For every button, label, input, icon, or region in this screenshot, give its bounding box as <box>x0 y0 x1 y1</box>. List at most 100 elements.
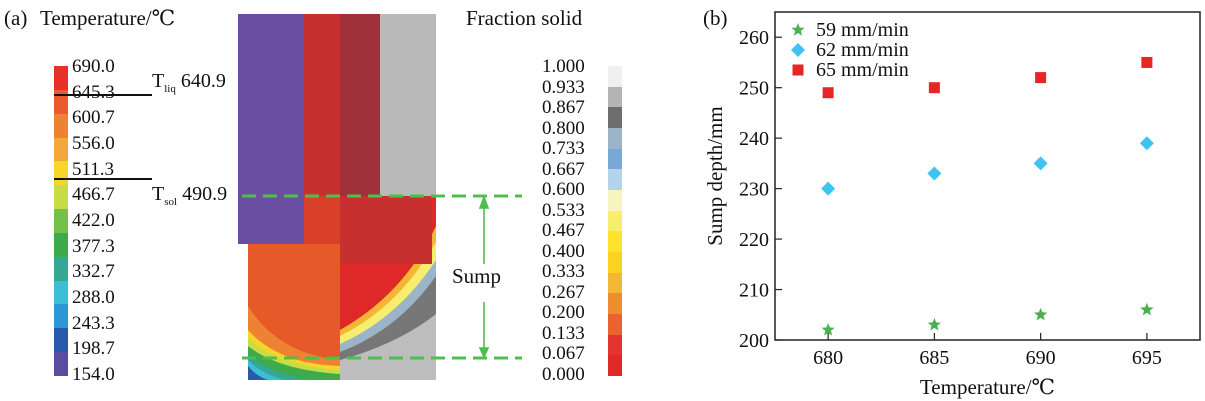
legend-marker-square <box>792 64 804 76</box>
temperature-tick-label: 377.3 <box>72 235 115 257</box>
plot-frame <box>774 11 1201 341</box>
y-tick-label: 240 <box>739 128 769 150</box>
temperature-tick-label: 600.7 <box>72 107 115 129</box>
data-point-diamond <box>821 181 836 196</box>
temperature-tick-label: 422.0 <box>72 210 115 231</box>
y-tick-label: 220 <box>739 229 769 251</box>
temperature-colorbar-swatch <box>54 209 68 234</box>
fraction-colorbar-swatch <box>608 334 622 356</box>
temperature-colorbar-swatch <box>54 352 68 377</box>
legend-entry-label: 62 mm/min <box>816 39 909 61</box>
temperature-colorbar-swatch <box>54 232 68 257</box>
fraction-tick-label: 0.067 <box>542 343 585 365</box>
data-point-square <box>1141 56 1153 68</box>
mould-red-column-lower <box>304 196 340 244</box>
x-tick-label: 695 <box>1132 347 1162 369</box>
fraction-tick-label: 0.533 <box>542 199 585 221</box>
temperature-tick-label: 154.0 <box>72 364 115 385</box>
y-tick-label: 260 <box>739 27 769 49</box>
temperature-tick-label: 198.7 <box>72 338 115 360</box>
liquidus-annotation: Tliq 640.9 <box>152 70 226 95</box>
y-tick-label: 210 <box>739 280 769 302</box>
data-point-diamond <box>1033 156 1048 171</box>
fraction-colorbar-swatch <box>608 314 622 335</box>
temperature-colorbar-swatch <box>54 304 68 329</box>
panel-a-label: (a) <box>4 6 28 30</box>
temperature-tick-label: 690.0 <box>72 56 115 77</box>
fraction-tick-label: 0.000 <box>542 364 585 385</box>
tsol-symbol: T <box>152 183 165 205</box>
x-tick-label: 690 <box>1026 347 1056 369</box>
legend-entry-label: 65 mm/min <box>816 59 909 81</box>
fraction-tick-label: 0.800 <box>542 117 585 139</box>
fraction-tick-label: 0.667 <box>542 158 585 180</box>
temperature-tick-label: 511.3 <box>72 158 115 180</box>
tliq-symbol: T <box>152 70 165 92</box>
fraction-colorbar-swatch <box>608 272 622 294</box>
sump-label: Sump <box>452 264 502 288</box>
fraction-tick-label: 0.200 <box>542 302 585 324</box>
fraction-colorbar-swatch <box>608 66 622 87</box>
tliq-value: 640.9 <box>180 70 226 92</box>
mould-purple-column <box>238 14 304 244</box>
temperature-colorbar-swatch <box>54 113 68 138</box>
temperature-tick-label: 243.3 <box>72 312 115 334</box>
fraction-colorbar-swatch <box>608 231 622 253</box>
legend-marker-star <box>791 23 805 36</box>
fraction-colorbar-swatch <box>608 252 622 273</box>
fraction-tick-label: 0.733 <box>542 138 585 160</box>
temperature-tick-label: 466.7 <box>72 184 115 206</box>
y-tick-label: 250 <box>739 78 769 100</box>
fraction-tick-label: 0.133 <box>542 322 585 344</box>
solidus-marker-line <box>54 178 152 180</box>
temperature-colorbar-swatch <box>54 256 68 281</box>
tliq-subscript: liq <box>164 83 176 95</box>
fraction-colorbar-swatch <box>608 293 622 315</box>
mould-red-column <box>304 14 340 196</box>
y-axis-title: Sump depth/mm <box>703 106 727 245</box>
liquidus-marker-line <box>54 94 152 96</box>
data-point-square <box>1035 72 1047 84</box>
data-point-star <box>1034 307 1048 321</box>
temperature-colorbar-swatch <box>54 280 68 305</box>
fraction-colorbar-swatch <box>608 148 622 170</box>
fraction-colorbar-swatch <box>608 86 622 108</box>
x-axis-title: Temperature/℃ <box>920 375 1055 399</box>
temperature-tick-label: 332.7 <box>72 261 115 283</box>
fraction-tick-label: 0.333 <box>542 261 585 283</box>
fraction-colorbar-swatch <box>608 169 622 191</box>
sump-depth-scatter-chart: 200 210 220 230 240 250 260 680 685 690 695 Tempera… <box>703 11 1201 399</box>
fraction-tick-label: 0.867 <box>542 97 585 119</box>
fraction-colorbar-swatch <box>608 210 622 232</box>
fraction-tick-label: 0.467 <box>542 220 585 242</box>
tsol-value: 490.9 <box>182 183 228 205</box>
fraction-colorbar-swatch <box>608 190 622 211</box>
fraction-tick-label: 0.400 <box>542 240 585 262</box>
solidus-annotation: Tsol 490.9 <box>152 183 227 208</box>
tsol-subscript: sol <box>164 196 178 208</box>
y-tick-label: 230 <box>739 179 769 201</box>
data-point-star <box>1140 302 1154 316</box>
fraction-solid-title: Fraction solid <box>466 6 583 30</box>
temperature-colorbar-swatch <box>54 161 68 186</box>
mould-dark-red-column <box>340 14 380 196</box>
fraction-colorbar-swatch <box>608 128 622 149</box>
temperature-tick-label: 288.0 <box>72 287 115 308</box>
data-point-square <box>928 82 940 94</box>
legend-entry-label: 59 mm/min <box>816 19 909 41</box>
fraction-colorbar-swatch <box>608 107 622 129</box>
sump-arrow <box>478 194 490 359</box>
x-tick-label: 685 <box>919 347 949 369</box>
panel-b-label: (b) <box>703 6 728 30</box>
data-point-square <box>822 87 834 99</box>
temperature-colorbar-swatch <box>54 66 68 90</box>
fraction-tick-label: 0.600 <box>542 179 585 201</box>
fraction-colorbar-swatch <box>608 355 622 377</box>
data-point-diamond <box>1139 136 1154 151</box>
temperature-tick-label: 556.0 <box>72 133 115 154</box>
fraction-tick-label: 0.933 <box>542 76 585 98</box>
ingot-simulation-field <box>238 14 522 380</box>
y-tick-label: 200 <box>739 330 769 352</box>
legend-marker-diamond <box>791 43 805 57</box>
temperature-tick-label: 645.3 <box>72 81 115 103</box>
